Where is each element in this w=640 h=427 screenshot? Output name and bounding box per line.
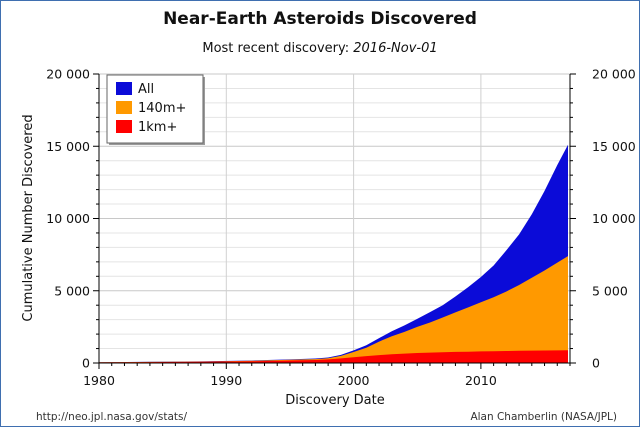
y-tick-label-left: 0: [82, 356, 90, 371]
footer-source-url: http://neo.jpl.nasa.gov/stats/: [36, 411, 187, 423]
y-tick-label-right: 15 000: [592, 139, 636, 154]
subtitle-prefix: Most recent discovery:: [202, 41, 353, 56]
y-tick-label-right: 5 000: [592, 283, 628, 298]
y-tick-label-left: 15 000: [46, 139, 90, 154]
area-140m-: [99, 256, 568, 363]
footer-credit: Alan Chamberlin (NASA/JPL): [470, 411, 617, 423]
y-tick-label-right: 0: [592, 356, 600, 371]
axes: [93, 73, 576, 369]
x-tick-label: 2000: [338, 373, 370, 388]
x-axis-label: Discovery Date: [285, 393, 384, 408]
area-series: [99, 144, 568, 363]
x-tick-label: 1990: [210, 373, 242, 388]
legend: All 140m+ 1km+: [106, 74, 205, 145]
x-tick-label: 2010: [465, 373, 497, 388]
legend-swatch: [116, 82, 132, 95]
legend-label: 140m+: [138, 101, 186, 116]
y-axis-label: Cumulative Number Discovered: [21, 114, 36, 321]
area-1km-: [99, 350, 568, 363]
subtitle-date: 2016-Nov-01: [353, 41, 437, 56]
legend-swatch: [116, 120, 132, 133]
area-all: [99, 144, 568, 363]
y-tick-label-left: 5 000: [54, 283, 90, 298]
y-tick-label-left: 10 000: [46, 211, 90, 226]
y-tick-label-left: 20 000: [46, 67, 90, 82]
chart-subtitle: Most recent discovery: 2016-Nov-01: [202, 41, 437, 56]
chart-title: Near-Earth Asteroids Discovered: [163, 9, 477, 29]
legend-label: 1km+: [138, 120, 177, 135]
y-tick-label-right: 10 000: [592, 211, 636, 226]
x-tick-label: 1980: [83, 373, 115, 388]
legend-label: All: [138, 82, 154, 97]
tick-labels: 1980 1990 2000 2010 0 5 000 10 000 15 000 20 000…: [46, 67, 636, 389]
y-tick-label-right: 20 000: [592, 67, 636, 82]
legend-swatch: [116, 101, 132, 114]
